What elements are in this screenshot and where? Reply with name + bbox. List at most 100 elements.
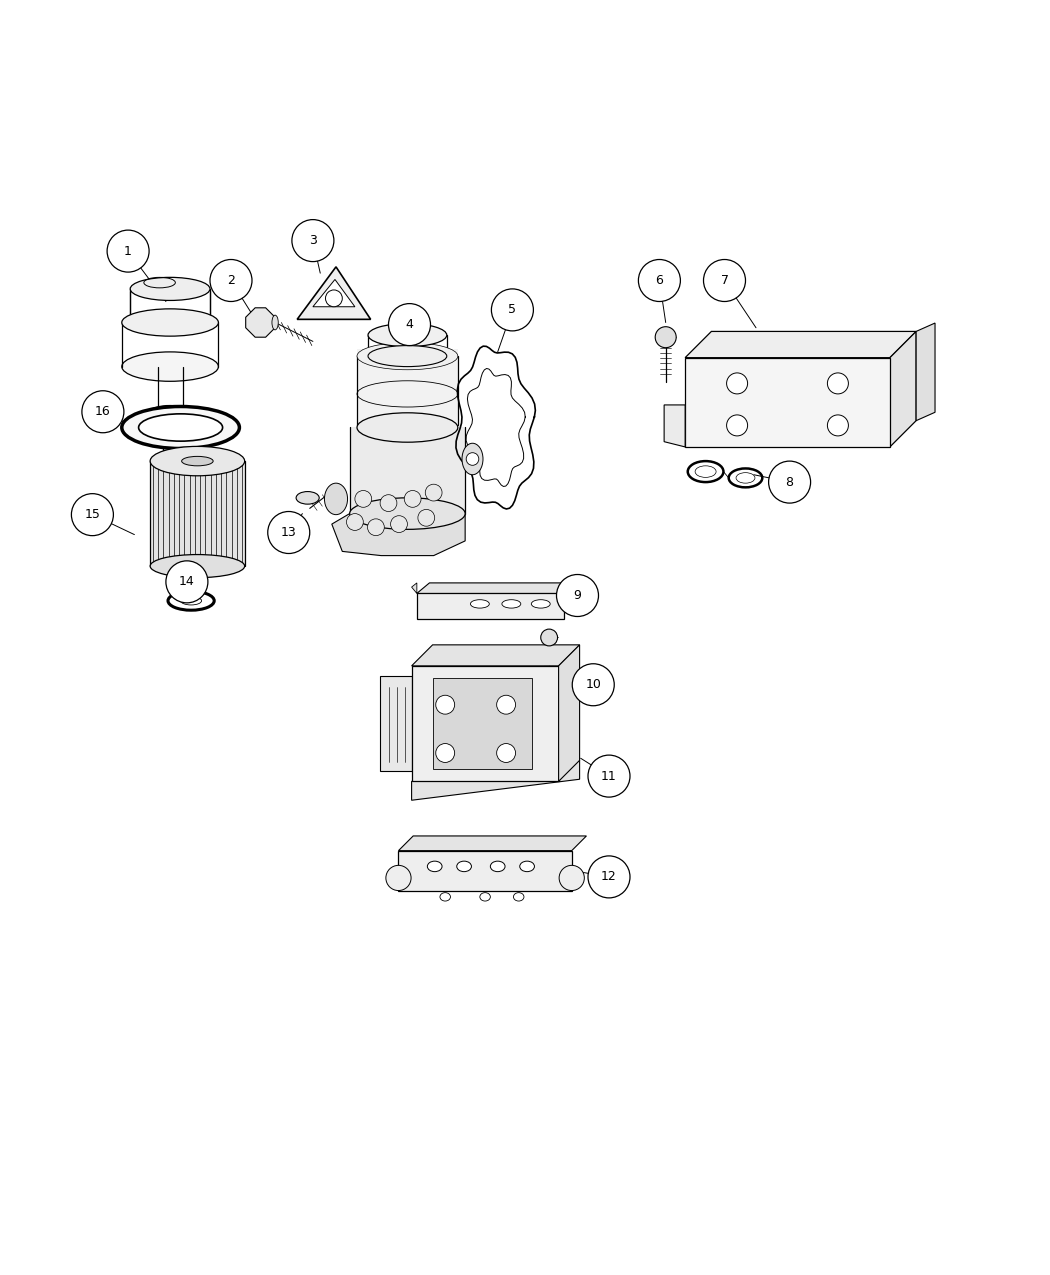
Text: 3: 3 [309,235,317,247]
Polygon shape [380,676,412,771]
Circle shape [326,289,342,307]
Polygon shape [664,405,685,448]
Ellipse shape [130,278,210,301]
Polygon shape [399,836,586,850]
Circle shape [388,303,430,346]
Polygon shape [412,666,559,782]
Ellipse shape [350,497,465,529]
Text: 9: 9 [573,589,582,602]
Polygon shape [297,266,371,319]
Polygon shape [890,332,916,448]
Ellipse shape [457,861,471,872]
Circle shape [497,743,516,762]
Circle shape [210,260,252,301]
Polygon shape [417,593,564,618]
Circle shape [491,289,533,332]
Circle shape [827,372,848,394]
Text: 7: 7 [720,274,729,287]
Ellipse shape [462,444,483,474]
Ellipse shape [150,446,245,476]
Polygon shape [350,427,465,514]
Text: 6: 6 [655,274,664,287]
Ellipse shape [122,309,218,337]
Text: 10: 10 [585,678,602,691]
Ellipse shape [520,861,534,872]
Circle shape [436,743,455,762]
Ellipse shape [182,456,213,465]
Circle shape [418,510,435,527]
Ellipse shape [369,324,447,347]
Circle shape [386,866,412,890]
Text: 4: 4 [405,317,414,332]
Text: 5: 5 [508,303,517,316]
Polygon shape [417,583,576,593]
Text: 13: 13 [281,527,296,539]
Circle shape [727,372,748,394]
Ellipse shape [122,352,218,381]
Ellipse shape [470,599,489,608]
Polygon shape [433,678,532,769]
Circle shape [404,491,421,507]
Circle shape [588,755,630,797]
Polygon shape [559,645,580,782]
Ellipse shape [150,555,245,578]
Polygon shape [357,349,458,427]
Circle shape [292,219,334,261]
Ellipse shape [440,892,450,901]
Circle shape [166,561,208,603]
Ellipse shape [369,346,447,367]
Circle shape [556,575,598,617]
Circle shape [368,519,384,536]
Text: 12: 12 [601,871,617,884]
Ellipse shape [296,492,319,504]
Polygon shape [150,462,245,566]
Circle shape [107,230,149,272]
Circle shape [638,260,680,301]
Ellipse shape [357,413,458,442]
Circle shape [727,414,748,436]
Ellipse shape [324,483,348,515]
Text: 1: 1 [124,245,132,258]
Circle shape [268,511,310,553]
Circle shape [827,414,848,436]
Text: 16: 16 [96,405,111,418]
Ellipse shape [736,473,755,483]
Ellipse shape [181,597,202,604]
Polygon shape [685,358,890,448]
Ellipse shape [490,861,505,872]
Polygon shape [332,514,465,556]
Text: 14: 14 [178,575,194,588]
Circle shape [355,491,372,507]
Text: 8: 8 [785,476,794,488]
Circle shape [466,453,479,465]
Ellipse shape [139,414,223,441]
Circle shape [436,695,455,714]
Polygon shape [399,850,571,890]
Circle shape [588,856,630,898]
Polygon shape [246,307,275,337]
Ellipse shape [480,892,490,901]
Circle shape [559,866,584,890]
Circle shape [769,462,811,504]
Circle shape [497,695,516,714]
Polygon shape [412,583,417,593]
Circle shape [346,514,363,530]
Circle shape [572,664,614,706]
Circle shape [71,493,113,536]
Polygon shape [313,279,355,307]
Ellipse shape [150,405,190,418]
Polygon shape [412,645,580,666]
Ellipse shape [541,629,558,646]
Ellipse shape [357,343,458,370]
Text: 2: 2 [227,274,235,287]
Ellipse shape [272,315,278,330]
Ellipse shape [531,599,550,608]
Ellipse shape [513,892,524,901]
Polygon shape [685,332,916,358]
Circle shape [380,495,397,511]
Polygon shape [412,760,580,801]
Ellipse shape [427,861,442,872]
Text: 11: 11 [601,770,617,783]
Circle shape [704,260,745,301]
Ellipse shape [695,465,716,477]
